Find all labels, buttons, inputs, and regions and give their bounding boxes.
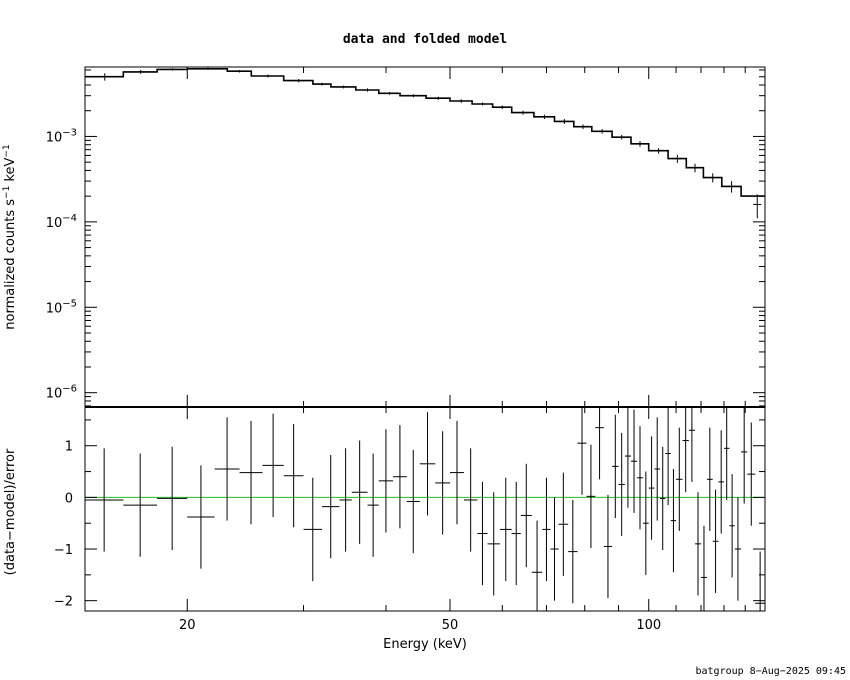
model-step-line bbox=[85, 68, 765, 197]
top-ytick-label: 10−6 bbox=[46, 384, 77, 402]
xtick-label: 100 bbox=[636, 618, 661, 633]
bottom-ytick-label: −2 bbox=[54, 595, 73, 610]
bottom-ytick-label: 1 bbox=[65, 440, 73, 455]
top-ylabel: normalized counts s−1 keV−1 bbox=[2, 144, 18, 329]
xtick-label: 20 bbox=[179, 618, 196, 633]
xtick-label: 50 bbox=[442, 618, 459, 633]
top-panel: 10−3 10−4 10−5 10−6 bbox=[46, 66, 766, 408]
top-ytick-label: 10−5 bbox=[46, 298, 77, 316]
top-ytick-label: 10−3 bbox=[46, 127, 77, 145]
bottom-ytick-label: 0 bbox=[65, 491, 73, 506]
top-ytick-label: 10−4 bbox=[46, 213, 77, 231]
top-frame bbox=[84, 66, 766, 408]
chart-title: data and folded model bbox=[343, 32, 507, 47]
xlabel: Energy (keV) bbox=[383, 637, 467, 652]
bottom-ytick-label: −1 bbox=[54, 543, 73, 558]
footer-stamp: batgroup 8−Aug−2025 09:45 bbox=[695, 666, 846, 677]
bottom-panel: 1 0 −1 −2 20 50 100 bbox=[54, 406, 766, 633]
bottom-ylabel: (data−model)/error bbox=[3, 448, 18, 575]
